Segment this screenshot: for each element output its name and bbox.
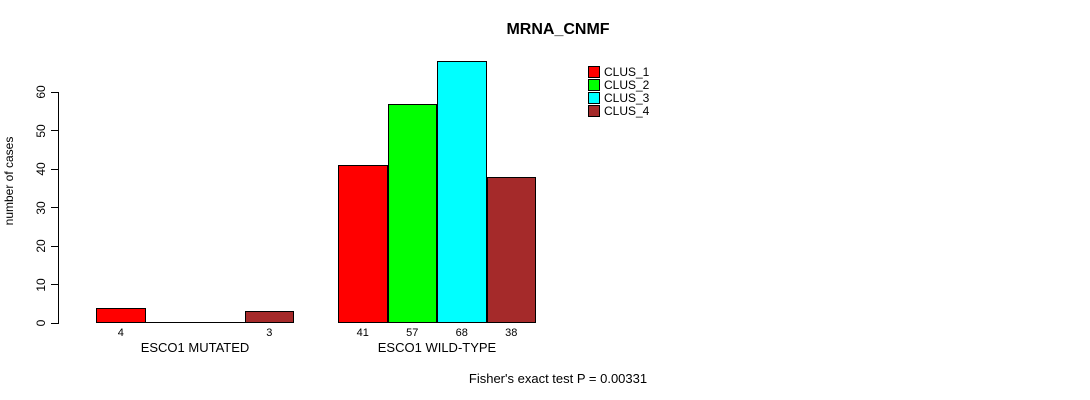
y-tick-label: 10 — [34, 277, 48, 292]
bar-value-label: 57 — [406, 327, 419, 339]
y-tick-label: 50 — [34, 123, 48, 138]
legend-label: CLUS_4 — [604, 104, 650, 118]
bar-CLUS_4 — [486, 176, 536, 323]
bar-CLUS_4 — [244, 311, 294, 323]
y-axis-label: number of cases — [2, 136, 16, 226]
legend-swatch-CLUS_1 — [588, 66, 600, 78]
y-tick — [51, 322, 58, 324]
bar-CLUS_1 — [338, 165, 388, 323]
fisher-test-annotation: Fisher's exact test P = 0.00331 — [468, 371, 648, 386]
y-tick — [51, 245, 58, 247]
legend-swatch-CLUS_4 — [588, 105, 600, 117]
y-tick — [51, 284, 58, 285]
bar-CLUS_2 — [387, 103, 437, 323]
bar-CLUS_3 — [437, 61, 487, 323]
y-tick — [51, 91, 58, 93]
y-tick-label: 0 — [34, 319, 48, 327]
y-axis-line — [58, 92, 59, 324]
y-tick-label: 40 — [34, 162, 48, 176]
zero-bar-CLUS_3 — [195, 322, 245, 323]
y-tick — [51, 168, 58, 170]
legend-swatch-CLUS_2 — [588, 79, 600, 91]
bar-value-label: 41 — [356, 327, 369, 339]
y-tick-label: 60 — [34, 85, 48, 99]
legend-label: CLUS_2 — [604, 78, 650, 92]
chart-title: MRNA_CNMF — [506, 21, 610, 38]
legend-label: CLUS_1 — [604, 65, 650, 79]
bar-value-label: 68 — [455, 327, 468, 339]
category-label: ESCO1 WILD-TYPE — [377, 340, 497, 355]
bar-CLUS_1 — [96, 307, 146, 323]
zero-bar-CLUS_2 — [145, 322, 195, 323]
bar-value-label: 38 — [505, 327, 518, 339]
bar-value-label: 4 — [117, 327, 124, 339]
legend-swatch-CLUS_3 — [588, 92, 600, 104]
bar-value-label: 3 — [266, 327, 273, 339]
y-tick — [51, 207, 58, 208]
legend-label: CLUS_3 — [604, 91, 650, 105]
y-tick-label: 20 — [34, 239, 48, 253]
y-tick-label: 30 — [34, 200, 48, 215]
category-label: ESCO1 MUTATED — [140, 340, 250, 355]
y-tick — [51, 130, 58, 131]
